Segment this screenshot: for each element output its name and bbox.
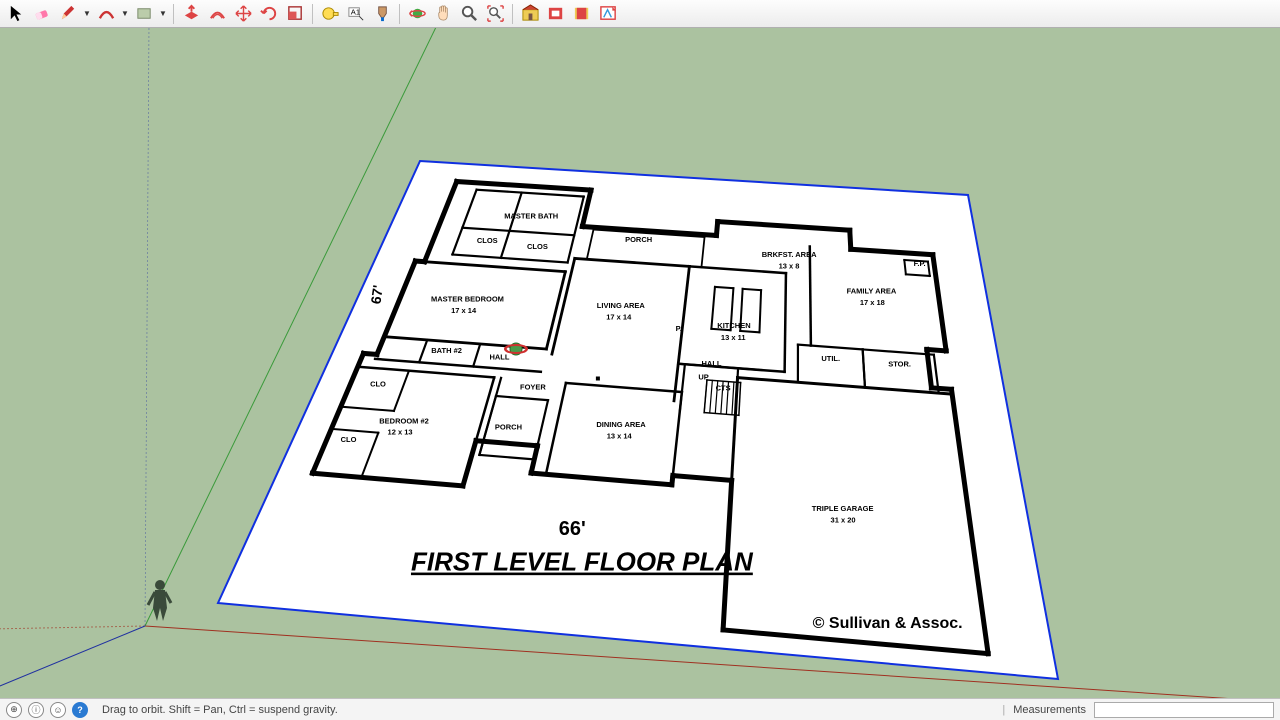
- svg-text:BATH #2: BATH #2: [431, 346, 462, 355]
- line-tool-dropdown[interactable]: ▼: [82, 9, 92, 18]
- credits-icon[interactable]: ⓘ: [28, 702, 44, 718]
- pushpull-tool[interactable]: [179, 2, 203, 26]
- svg-text:STOR.: STOR.: [888, 359, 911, 368]
- shape-tool-dropdown[interactable]: ▼: [158, 9, 168, 18]
- svg-text:BRKFST. AREA: BRKFST. AREA: [762, 250, 817, 259]
- eraser-tool[interactable]: [30, 2, 54, 26]
- svg-text:DINING AREA: DINING AREA: [596, 420, 646, 429]
- svg-text:F.P.: F.P.: [914, 259, 926, 268]
- text-tool[interactable]: A1: [344, 2, 368, 26]
- svg-text:KITCHEN: KITCHEN: [717, 321, 750, 330]
- main-toolbar: ▼ ▼ ▼ A1: [0, 0, 1280, 28]
- rotate-tool[interactable]: [257, 2, 281, 26]
- svg-text:CLO: CLO: [370, 380, 386, 389]
- svg-text:TRIPLE GARAGE: TRIPLE GARAGE: [812, 504, 874, 513]
- shape-tool[interactable]: [132, 2, 156, 26]
- svg-text:CLO: CLO: [341, 435, 357, 444]
- svg-text:PORCH: PORCH: [625, 235, 652, 244]
- svg-text:17 x 14: 17 x 14: [606, 313, 632, 322]
- svg-text:LIVING AREA: LIVING AREA: [597, 301, 646, 310]
- help-icon[interactable]: ?: [72, 702, 88, 718]
- svg-text:17 x 14: 17 x 14: [451, 306, 477, 315]
- svg-text:CTS: CTS: [716, 384, 731, 393]
- warehouse-tool[interactable]: [518, 2, 542, 26]
- select-tool[interactable]: [4, 2, 28, 26]
- svg-text:P.: P.: [676, 324, 682, 333]
- user-icon[interactable]: ☺: [50, 702, 66, 718]
- geo-location-icon[interactable]: ⊕: [6, 702, 22, 718]
- svg-text:31 x 20: 31 x 20: [831, 516, 856, 525]
- svg-text:12 x 13: 12 x 13: [388, 427, 413, 436]
- svg-text:FIRST LEVEL FLOOR PLAN: FIRST LEVEL FLOOR PLAN: [411, 547, 754, 577]
- move-tool[interactable]: [231, 2, 255, 26]
- svg-text:66': 66': [559, 518, 586, 540]
- paint-tool[interactable]: [370, 2, 394, 26]
- svg-text:UP: UP: [698, 373, 708, 382]
- orbit-tool[interactable]: [405, 2, 429, 26]
- viewport-3d[interactable]: MASTER BATH CLOS CLOS PORCH BRKFST. AREA 13 x…: [0, 28, 1280, 698]
- svg-text:PORCH: PORCH: [495, 422, 522, 431]
- svg-text:FAMILY AREA: FAMILY AREA: [847, 286, 897, 295]
- svg-text:HALL: HALL: [701, 359, 721, 368]
- zoom-extents-tool[interactable]: [483, 2, 507, 26]
- svg-text:HALL: HALL: [489, 352, 509, 361]
- svg-text:BEDROOM #2: BEDROOM #2: [379, 416, 429, 425]
- scene-canvas: MASTER BATH CLOS CLOS PORCH BRKFST. AREA 13 x…: [0, 28, 1280, 698]
- offset-tool[interactable]: [205, 2, 229, 26]
- line-tool[interactable]: [56, 2, 80, 26]
- svg-text:13 x 14: 13 x 14: [607, 431, 633, 440]
- zoom-tool[interactable]: [457, 2, 481, 26]
- arc-tool-dropdown[interactable]: ▼: [120, 9, 130, 18]
- svg-text:13 x 8: 13 x 8: [779, 262, 800, 271]
- measurements-input[interactable]: [1094, 702, 1274, 718]
- scale-tool[interactable]: [283, 2, 307, 26]
- svg-text:FOYER: FOYER: [520, 383, 546, 392]
- arc-tool[interactable]: [94, 2, 118, 26]
- warehouse3-tool[interactable]: [570, 2, 594, 26]
- warehouse2-tool[interactable]: [544, 2, 568, 26]
- status-hint: Drag to orbit. Shift = Pan, Ctrl = suspe…: [102, 704, 996, 716]
- svg-text:UTIL.: UTIL.: [821, 354, 840, 363]
- tape-tool[interactable]: [318, 2, 342, 26]
- svg-text:A1: A1: [350, 7, 359, 16]
- pan-tool[interactable]: [431, 2, 455, 26]
- layout-tool[interactable]: [596, 2, 620, 26]
- svg-text:67': 67': [367, 284, 385, 305]
- svg-text:13 x 11: 13 x 11: [721, 333, 746, 342]
- svg-text:MASTER BEDROOM: MASTER BEDROOM: [431, 295, 504, 304]
- svg-text:MASTER BATH: MASTER BATH: [504, 212, 558, 221]
- svg-text:17 x 18: 17 x 18: [860, 298, 885, 307]
- status-bar: ⊕ ⓘ ☺ ? Drag to orbit. Shift = Pan, Ctrl…: [0, 698, 1280, 720]
- svg-text:CLOS: CLOS: [527, 242, 548, 251]
- svg-text:CLOS: CLOS: [477, 236, 498, 245]
- measurements-label: Measurements: [1013, 704, 1086, 716]
- svg-text:© Sullivan & Assoc.: © Sullivan & Assoc.: [813, 615, 963, 632]
